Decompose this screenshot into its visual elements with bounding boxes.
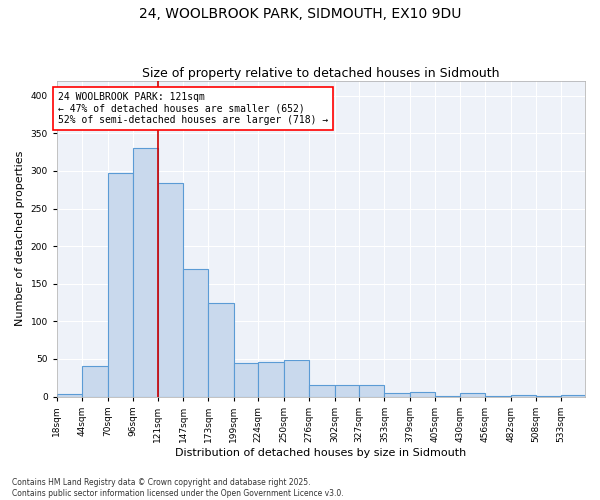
Y-axis label: Number of detached properties: Number of detached properties — [15, 151, 25, 326]
Bar — [284, 360, 309, 396]
Text: 24 WOOLBROOK PARK: 121sqm
← 47% of detached houses are smaller (652)
52% of semi: 24 WOOLBROOK PARK: 121sqm ← 47% of detac… — [58, 92, 328, 125]
Bar — [208, 302, 234, 396]
Bar — [158, 183, 183, 396]
Bar — [107, 173, 133, 396]
Bar — [385, 393, 410, 396]
Text: Contains HM Land Registry data © Crown copyright and database right 2025.
Contai: Contains HM Land Registry data © Crown c… — [12, 478, 344, 498]
Text: 24, WOOLBROOK PARK, SIDMOUTH, EX10 9DU: 24, WOOLBROOK PARK, SIDMOUTH, EX10 9DU — [139, 8, 461, 22]
Bar — [460, 393, 485, 396]
Bar — [57, 394, 82, 396]
Bar — [183, 268, 208, 396]
Title: Size of property relative to detached houses in Sidmouth: Size of property relative to detached ho… — [142, 66, 500, 80]
Bar — [259, 362, 284, 396]
Bar — [410, 392, 436, 396]
Bar — [309, 386, 335, 396]
Bar — [335, 386, 359, 396]
Bar — [560, 395, 585, 396]
Bar — [511, 395, 536, 396]
X-axis label: Distribution of detached houses by size in Sidmouth: Distribution of detached houses by size … — [175, 448, 467, 458]
Bar — [234, 364, 259, 396]
Bar — [82, 366, 107, 396]
Bar — [133, 148, 158, 396]
Bar — [359, 384, 385, 396]
